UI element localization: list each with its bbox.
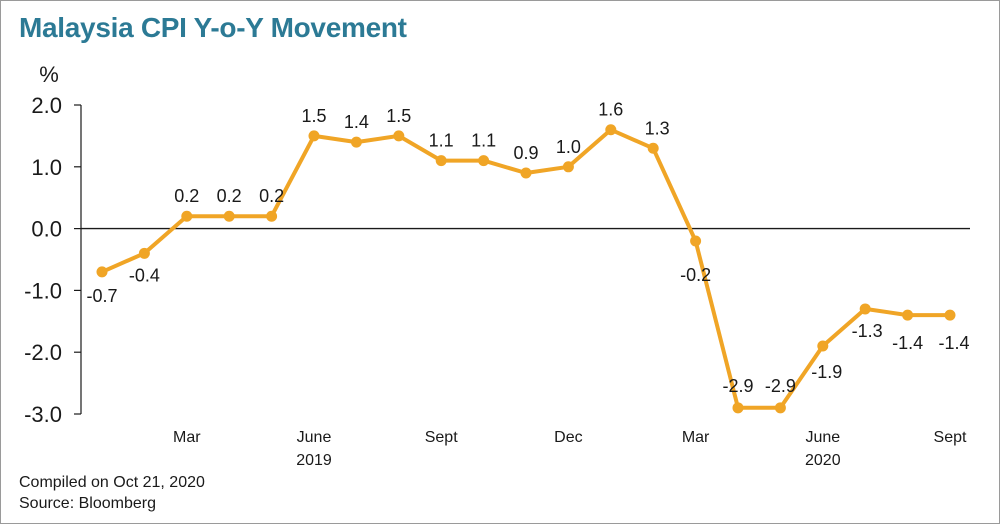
y-tick-label: -2.0: [24, 340, 62, 365]
y-tick-label: 2.0: [31, 93, 62, 118]
x-tick-label: Sept: [934, 429, 967, 446]
data-point: [393, 130, 405, 142]
x-tick-label: Dec: [554, 429, 582, 446]
footer: Compiled on Oct 21, 2020 Source: Bloombe…: [19, 472, 205, 514]
data-label: -1.4: [938, 333, 969, 353]
y-tick-label: 0.0: [31, 217, 62, 242]
data-label: -1.9: [811, 362, 842, 382]
data-label: -2.9: [765, 376, 796, 396]
x-year-label: 2019: [296, 452, 332, 469]
chart-title: Malaysia CPI Y-o-Y Movement: [19, 12, 407, 43]
source-note: Source: Bloomberg: [19, 495, 156, 512]
data-point: [478, 155, 490, 167]
data-point: [266, 210, 278, 222]
data-point: [774, 402, 786, 414]
data-point: [690, 235, 702, 247]
data-point: [562, 161, 574, 173]
data-label: 1.1: [471, 131, 496, 151]
y-tick-label: -3.0: [24, 402, 62, 427]
data-label: -0.4: [129, 265, 160, 285]
data-label: 1.5: [301, 106, 326, 126]
data-point: [859, 303, 871, 315]
data-point: [350, 136, 362, 148]
series-cpi: [96, 124, 956, 414]
data-point: [647, 142, 659, 154]
data-point: [732, 402, 744, 414]
data-point: [817, 340, 829, 352]
data-point: [605, 124, 617, 136]
data-label: -2.9: [722, 376, 753, 396]
data-point: [181, 210, 193, 222]
data-label: 1.5: [386, 106, 411, 126]
data-label: 1.6: [598, 100, 623, 120]
data-label: 1.3: [645, 118, 670, 138]
data-point: [435, 155, 447, 167]
x-tick-label: Mar: [173, 429, 201, 446]
data-label: -0.2: [680, 265, 711, 285]
data-label: 1.0: [556, 137, 581, 157]
data-point: [223, 210, 235, 222]
data-point: [138, 247, 150, 259]
data-label: 0.2: [217, 186, 242, 206]
compiled-note: Compiled on Oct 21, 2020: [19, 474, 205, 491]
data-label: 0.9: [513, 143, 538, 163]
y-axis-label: %: [39, 62, 59, 87]
data-label: 1.4: [344, 112, 369, 132]
data-point: [308, 130, 320, 142]
data-label: 1.1: [429, 131, 454, 151]
data-label: 0.2: [259, 186, 284, 206]
data-label: 0.2: [174, 186, 199, 206]
data-label: -0.7: [86, 286, 117, 306]
data-point: [96, 266, 108, 278]
data-point: [902, 309, 914, 321]
data-point: [520, 167, 532, 179]
axes: 2.0 1.0 0.0 -1.0 -2.0 -3.0% Mar June Sept Dec Mar J…: [24, 62, 970, 469]
data-labels: -0.7 -0.4 0.2 0.2 0.2 1.5 1.4 1.5 1.1 1.1 0.9 1.0 1.…: [86, 100, 969, 396]
y-tick-label: -1.0: [24, 278, 62, 303]
data-label: -1.3: [852, 321, 883, 341]
data-label: -1.4: [892, 333, 923, 353]
y-tick-label: 1.0: [31, 155, 62, 180]
x-tick-label: Sept: [425, 429, 458, 446]
x-tick-label: June: [297, 429, 332, 446]
x-tick-label: Mar: [682, 429, 710, 446]
x-year-label: 2020: [805, 452, 841, 469]
data-point: [944, 309, 956, 321]
x-tick-label: June: [805, 429, 840, 446]
